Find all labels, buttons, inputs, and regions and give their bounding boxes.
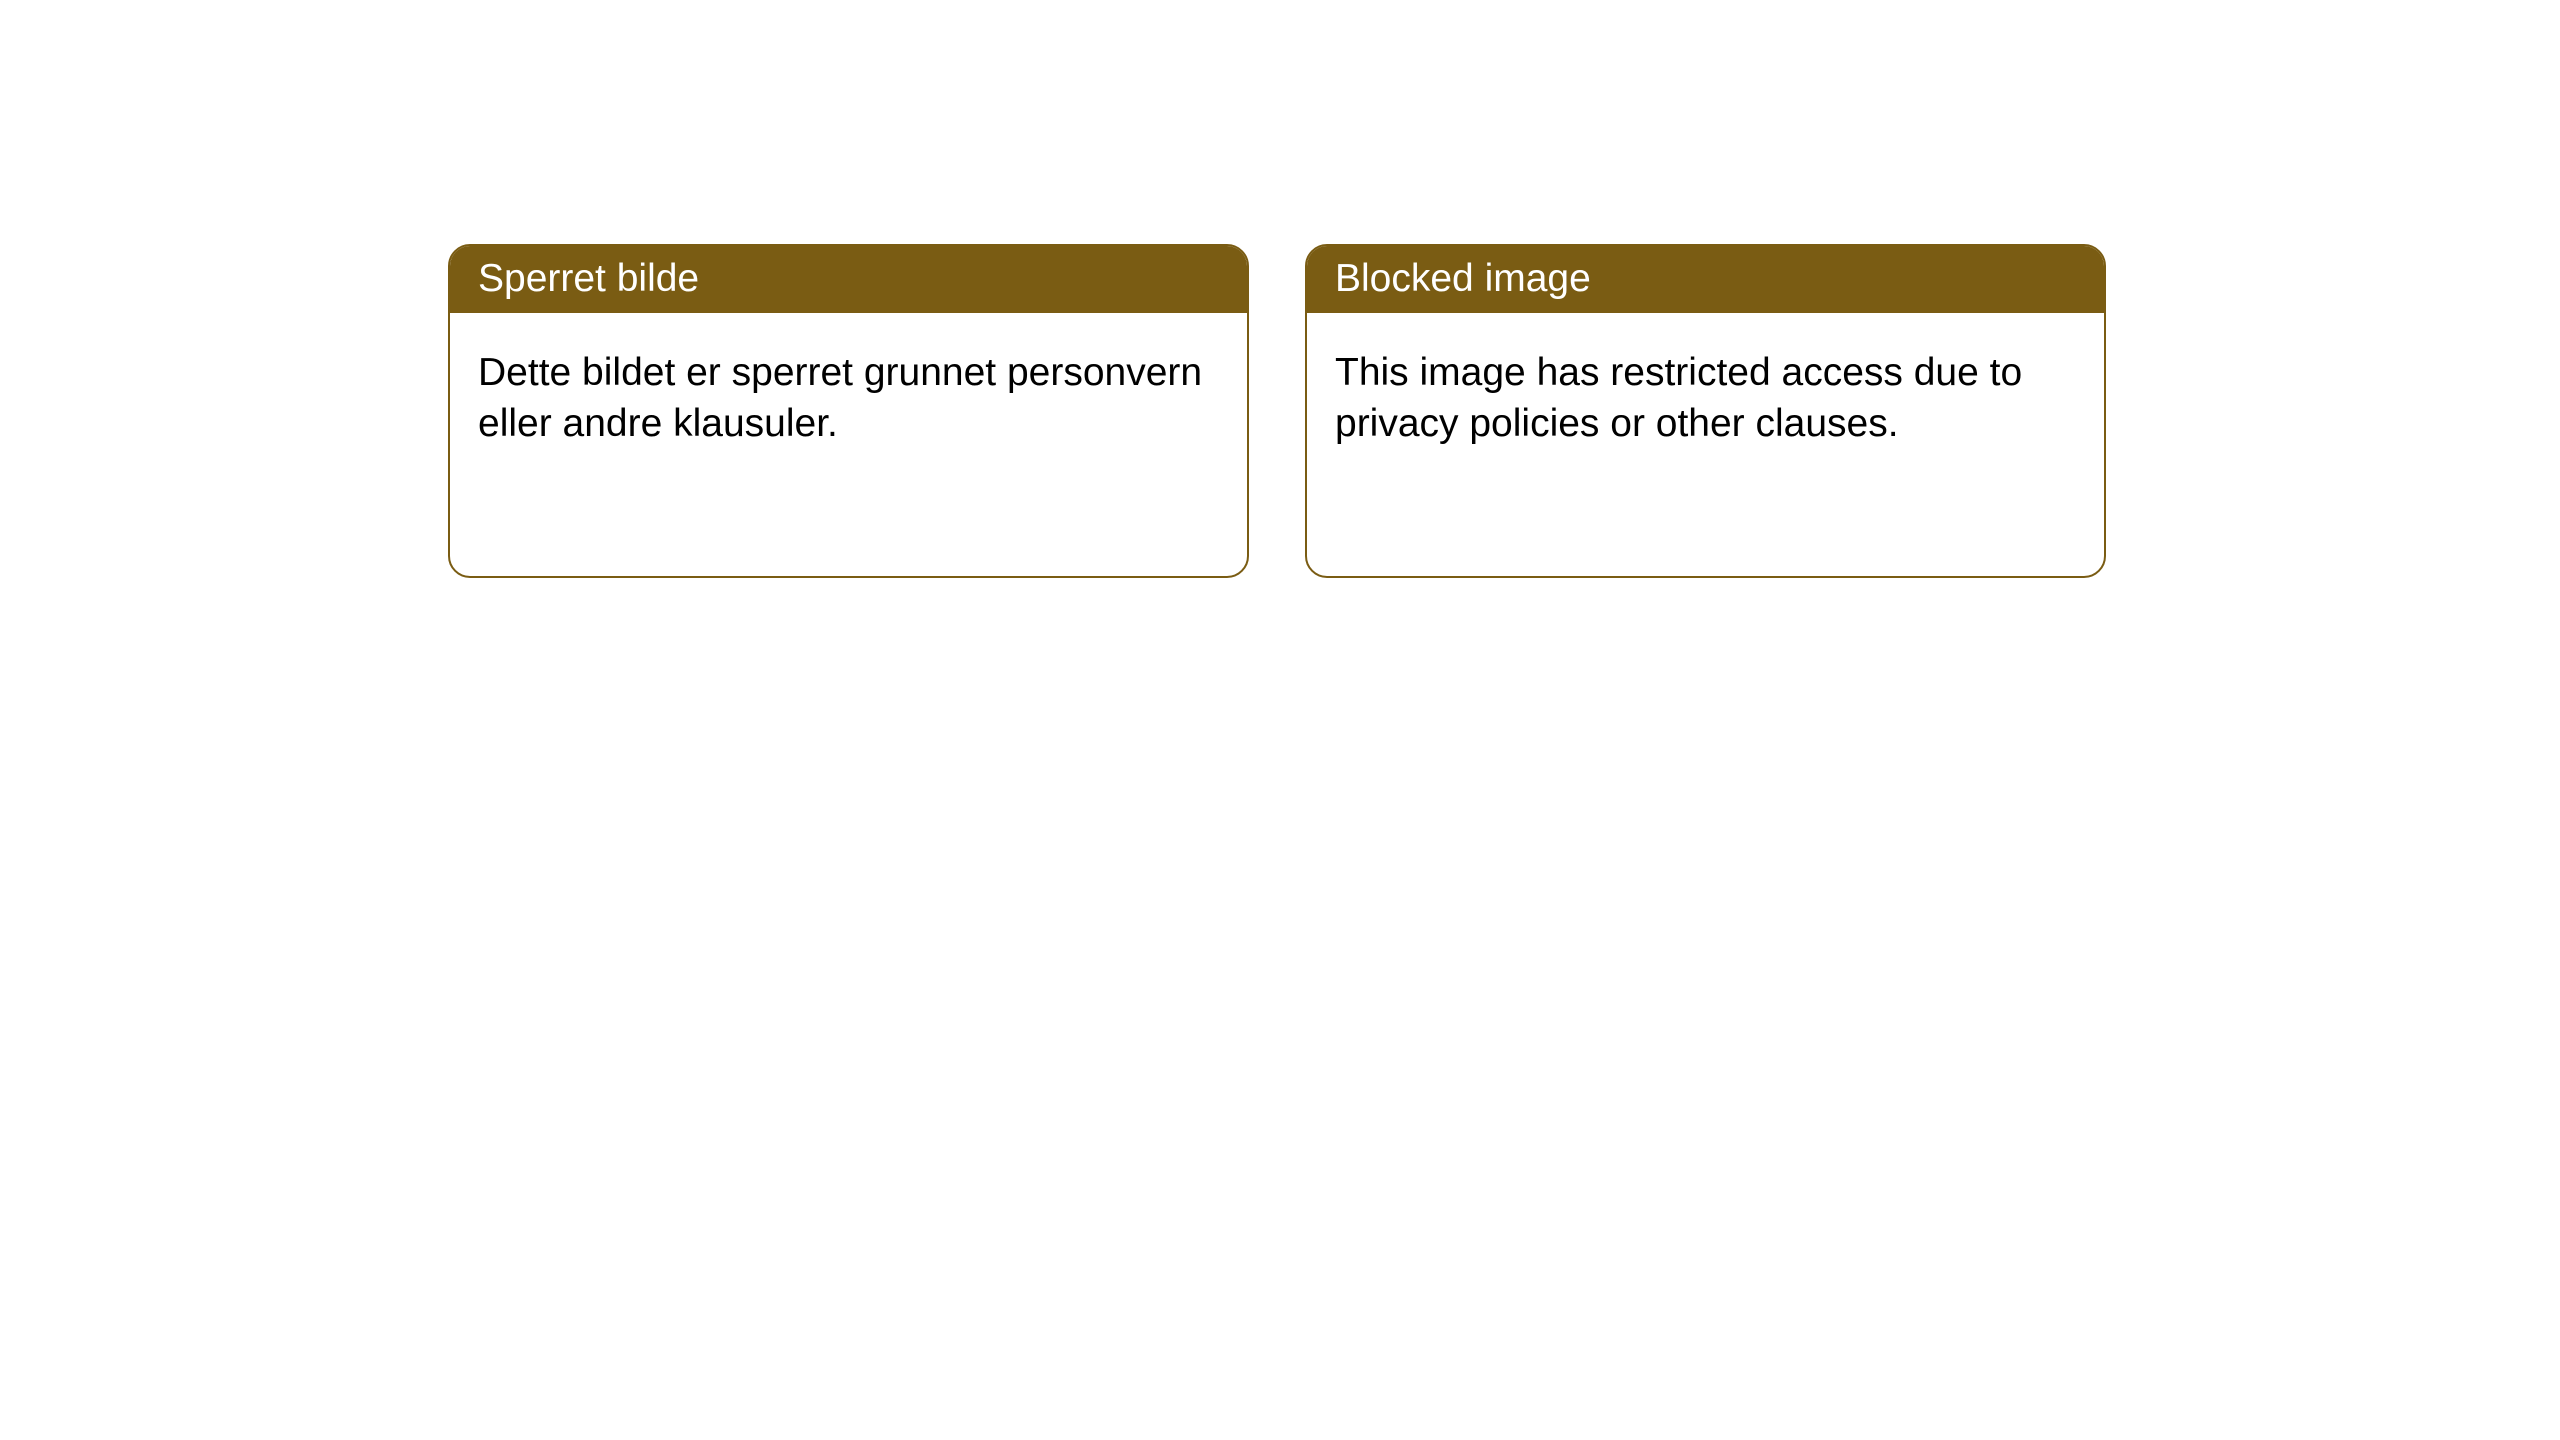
notice-container: Sperret bilde Dette bildet er sperret gr… — [0, 0, 2560, 578]
card-title: Blocked image — [1307, 246, 2104, 313]
card-body: This image has restricted access due to … — [1307, 313, 2104, 484]
card-body: Dette bildet er sperret grunnet personve… — [450, 313, 1247, 484]
notice-card-norwegian: Sperret bilde Dette bildet er sperret gr… — [448, 244, 1249, 578]
card-title: Sperret bilde — [450, 246, 1247, 313]
notice-card-english: Blocked image This image has restricted … — [1305, 244, 2106, 578]
